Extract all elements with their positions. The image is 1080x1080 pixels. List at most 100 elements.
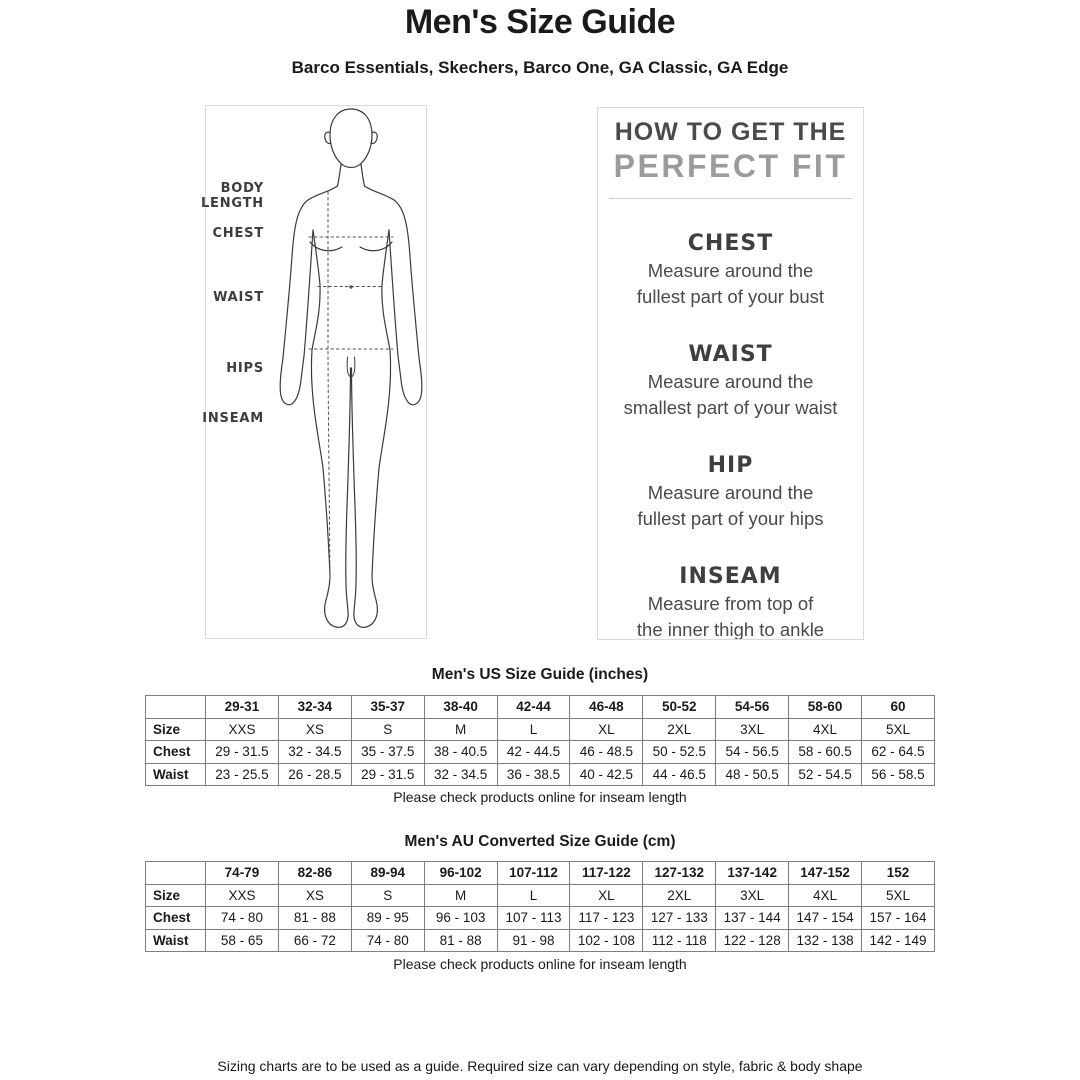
table-cell: 142 - 149 bbox=[861, 928, 935, 952]
table-cell: 40 - 42.5 bbox=[569, 762, 644, 786]
table-cell: XL bbox=[569, 717, 644, 741]
fit-section-text: Measure around the smallest part of your… bbox=[623, 371, 838, 418]
table-cell: 96 - 103 bbox=[423, 906, 498, 930]
table-row: Chest 29 - 31.5 32 - 34.5 35 - 37.5 38 - 40.… bbox=[145, 740, 935, 764]
column-header: 117-122 bbox=[569, 861, 644, 885]
male-body-figure-illustration bbox=[279, 108, 423, 628]
table-cell: 91 - 98 bbox=[496, 928, 571, 952]
us-table-note: Please check products online for inseam … bbox=[393, 789, 687, 805]
au-size-table-title: Men's AU Converted Size Guide (cm) bbox=[404, 833, 676, 850]
column-header: 127-132 bbox=[642, 861, 717, 885]
fit-section-hip: HIP Measure around the fullest part of y… bbox=[598, 451, 863, 532]
table-cell: 54 - 56.5 bbox=[715, 740, 790, 764]
fit-section-text: Measure from top of the inner thigh to a… bbox=[636, 593, 825, 640]
column-header: 46-48 bbox=[569, 695, 644, 719]
table-cell: 89 - 95 bbox=[350, 906, 425, 930]
fit-section-text: Measure around the fullest part of your … bbox=[636, 260, 825, 307]
fit-section-chest: CHEST Measure around the fullest part of… bbox=[598, 229, 863, 310]
table-cell: 48 - 50.5 bbox=[715, 762, 790, 786]
fit-guide-panel: HOW TO GET THE PERFECT FIT CHEST Measure… bbox=[597, 107, 864, 640]
table-cell: 132 - 138 bbox=[788, 928, 863, 952]
column-header bbox=[145, 695, 206, 719]
table-cell: 157 - 164 bbox=[861, 906, 935, 930]
table-cell: XXS bbox=[205, 717, 279, 741]
fit-section-waist: WAIST Measure around the smallest part o… bbox=[598, 340, 863, 421]
table-cell: 127 - 133 bbox=[642, 906, 717, 930]
table-cell: 5XL bbox=[861, 883, 935, 907]
table-cell: 32 - 34.5 bbox=[277, 740, 352, 764]
fit-guide-title-line2: PERFECT FIT bbox=[613, 148, 848, 184]
row-header: Chest bbox=[145, 906, 206, 930]
column-header: 32-34 bbox=[277, 695, 352, 719]
table-cell: 35 - 37.5 bbox=[350, 740, 425, 764]
table-cell: 66 - 72 bbox=[277, 928, 352, 952]
table-cell: 50 - 52.5 bbox=[642, 740, 717, 764]
table-cell: 74 - 80 bbox=[350, 928, 425, 952]
table-cell: 46 - 48.5 bbox=[569, 740, 644, 764]
body-diagram-panel: BODY LENGTH CHEST WAIST HIPS INSEAM bbox=[201, 105, 427, 639]
table-cell: 23 - 25.5 bbox=[205, 762, 279, 786]
table-header-row: 74-79 82-86 89-94 96-102 107-112 117-122 127-1… bbox=[145, 861, 935, 885]
label-hips: HIPS bbox=[226, 361, 264, 376]
table-cell: XS bbox=[277, 717, 352, 741]
table-cell: 4XL bbox=[788, 883, 863, 907]
fit-section-heading: INSEAM bbox=[679, 564, 782, 589]
column-header: 152 bbox=[861, 861, 935, 885]
table-cell: 102 - 108 bbox=[569, 928, 644, 952]
table-cell: 36 - 38.5 bbox=[496, 762, 571, 786]
table-cell: XXS bbox=[205, 883, 279, 907]
row-header: Chest bbox=[145, 740, 206, 764]
table-cell: 58 - 65 bbox=[205, 928, 279, 952]
fit-guide-title-line1: HOW TO GET THE bbox=[614, 118, 847, 146]
table-cell: 42 - 44.5 bbox=[496, 740, 571, 764]
table-cell: S bbox=[350, 883, 425, 907]
table-cell: 56 - 58.5 bbox=[861, 762, 935, 786]
column-header: 50-52 bbox=[642, 695, 717, 719]
table-cell: 26 - 28.5 bbox=[277, 762, 352, 786]
table-cell: 107 - 113 bbox=[496, 906, 571, 930]
table-cell: 5XL bbox=[861, 717, 935, 741]
column-header bbox=[145, 861, 206, 885]
table-cell: M bbox=[423, 883, 498, 907]
au-table-note: Please check products online for inseam … bbox=[393, 956, 687, 972]
table-cell: 117 - 123 bbox=[569, 906, 644, 930]
row-header: Waist bbox=[145, 928, 206, 952]
column-header: 137-142 bbox=[715, 861, 790, 885]
table-header-row: 29-31 32-34 35-37 38-40 42-44 46-48 50-52 54-56… bbox=[145, 695, 935, 719]
table-cell: 112 - 118 bbox=[642, 928, 717, 952]
column-header: 74-79 bbox=[205, 861, 279, 885]
us-size-table-title: Men's US Size Guide (inches) bbox=[431, 666, 649, 683]
column-header: 29-31 bbox=[205, 695, 279, 719]
fit-section-heading: CHEST bbox=[687, 231, 774, 256]
table-cell: 38 - 40.5 bbox=[423, 740, 498, 764]
page-title: Men's Size Guide bbox=[404, 3, 676, 41]
table-cell: 58 - 60.5 bbox=[788, 740, 863, 764]
column-header: 42-44 bbox=[496, 695, 571, 719]
table-cell: 3XL bbox=[715, 883, 790, 907]
column-header: 35-37 bbox=[350, 695, 425, 719]
au-size-table: 74-79 82-86 89-94 96-102 107-112 117-122 127-1… bbox=[145, 861, 935, 952]
table-cell: M bbox=[423, 717, 498, 741]
fit-section-text: Measure around the fullest part of your … bbox=[637, 482, 824, 529]
table-row: Chest 74 - 80 81 - 88 89 - 95 96 - 103 107 - … bbox=[145, 906, 935, 930]
page-footer-disclaimer: Sizing charts are to be used as a guide.… bbox=[217, 1058, 863, 1074]
table-cell: 32 - 34.5 bbox=[423, 762, 498, 786]
column-header: 38-40 bbox=[423, 695, 498, 719]
table-cell: 81 - 88 bbox=[423, 928, 498, 952]
table-cell: L bbox=[496, 883, 571, 907]
table-row: Size XXS XS S M L XL 2XL 3XL 4XL 5XL bbox=[145, 883, 935, 907]
table-cell: XS bbox=[277, 883, 352, 907]
table-cell: 2XL bbox=[642, 717, 717, 741]
table-cell: 147 - 154 bbox=[788, 906, 863, 930]
label-waist: WAIST bbox=[213, 290, 264, 305]
column-header: 82-86 bbox=[277, 861, 352, 885]
label-chest: CHEST bbox=[212, 226, 264, 241]
table-cell: 3XL bbox=[715, 717, 790, 741]
fit-guide-divider bbox=[609, 198, 852, 199]
table-row: Waist 23 - 25.5 26 - 28.5 29 - 31.5 32 - 34.… bbox=[145, 762, 935, 786]
fit-section-heading: HIP bbox=[707, 453, 754, 478]
column-header: 107-112 bbox=[496, 861, 571, 885]
table-cell: 122 - 128 bbox=[715, 928, 790, 952]
column-header: 96-102 bbox=[423, 861, 498, 885]
column-header: 89-94 bbox=[350, 861, 425, 885]
